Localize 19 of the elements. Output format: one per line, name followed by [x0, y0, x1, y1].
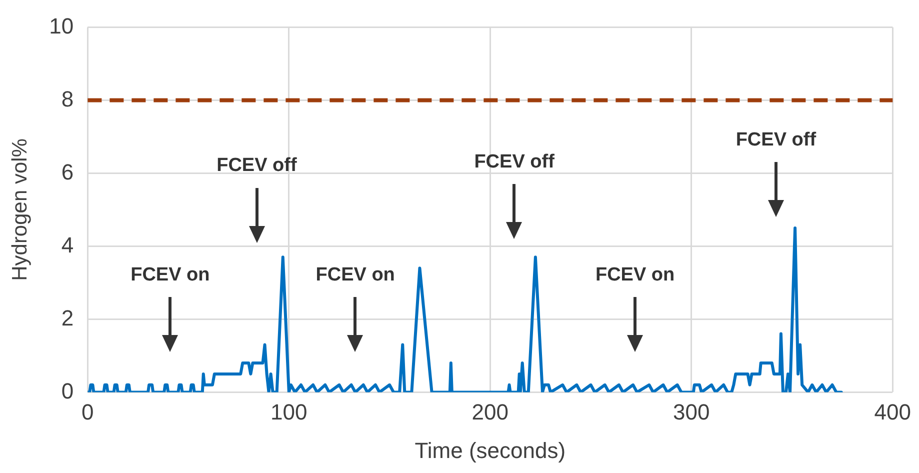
- annotation: FCEV off: [736, 130, 817, 151]
- annotation: FCEV off: [474, 151, 556, 172]
- x-axis-title: Time (seconds): [414, 438, 566, 463]
- y-axis-title: Hydrogen vol%: [8, 138, 32, 281]
- y-tick-label: 4: [61, 232, 74, 258]
- x-tick-label: 200: [472, 399, 509, 424]
- annotation: FCEV on: [316, 264, 395, 286]
- annotation: FCEV on: [595, 264, 675, 286]
- annotation: FCEV on: [130, 264, 210, 286]
- y-tick-label: 8: [61, 86, 74, 112]
- x-tick-label: 400: [874, 399, 912, 424]
- y-tick-label: 6: [61, 159, 74, 184]
- y-tick-label: 10: [49, 13, 74, 38]
- y-tick-label: 0: [61, 378, 74, 404]
- x-tick-label: 100: [270, 399, 308, 424]
- annotation: FCEV off: [216, 155, 298, 176]
- x-tick-label: 0: [82, 399, 94, 424]
- x-tick-label: 300: [673, 399, 710, 424]
- y-tick-label: 2: [61, 305, 74, 330]
